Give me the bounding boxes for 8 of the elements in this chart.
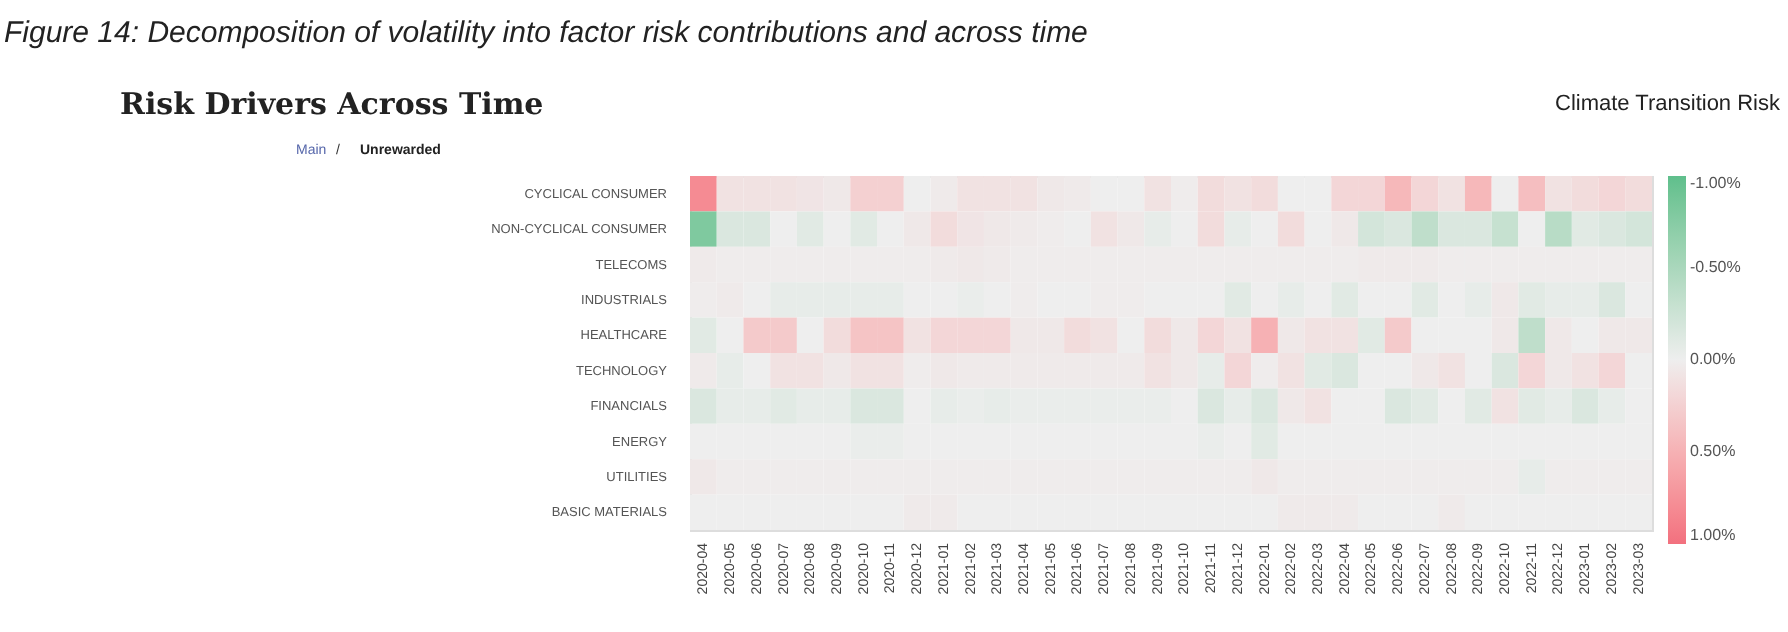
color-bar-label: 0.50% [1690, 442, 1736, 460]
color-bar-label: 0.00% [1690, 350, 1736, 368]
color-bar-label: -1.00% [1690, 174, 1741, 192]
chart-title: Figure 14: Decomposition of volatility into factor risk contributions and across time [4, 16, 1088, 50]
color-bar-label: -0.50% [1690, 258, 1741, 276]
text: Risk Drivers Across Time [120, 86, 544, 122]
text: Climate Transition Risk [1555, 92, 1781, 116]
color-bar-label: 1.00% [1690, 526, 1736, 544]
